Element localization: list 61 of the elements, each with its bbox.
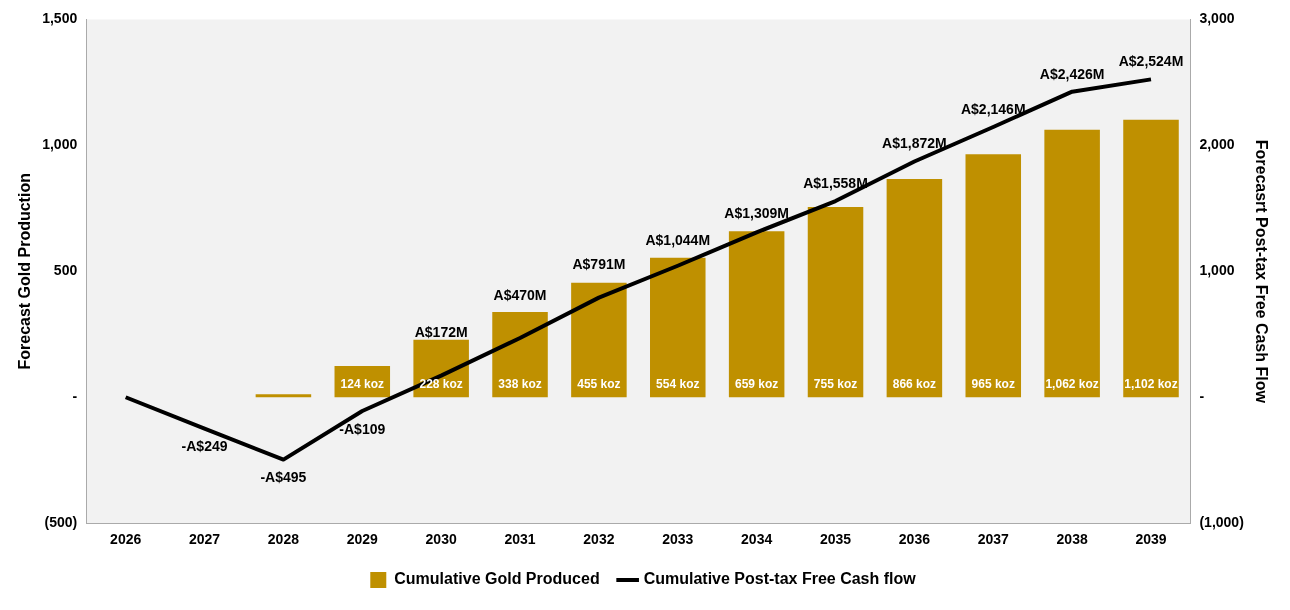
y-tick-label: -	[72, 388, 78, 405]
bar	[1044, 129, 1100, 398]
data-label: 755 koz	[813, 376, 858, 391]
data-label: 554 koz	[656, 376, 700, 391]
data-label: A$470M	[493, 286, 547, 303]
y2-tick-label: 3,000	[1199, 10, 1235, 27]
data-label: 866 koz	[892, 376, 937, 391]
legend-label: Cumulative Gold Produced	[394, 570, 600, 588]
data-label: 1,102 koz	[1124, 376, 1178, 391]
legend-label: Cumulative Post-tax Free Cash flow	[643, 570, 917, 588]
bar	[492, 312, 548, 398]
bar	[807, 207, 864, 398]
bar	[255, 394, 312, 398]
data-label: 124 koz	[340, 376, 384, 391]
y2-tick-label: (1,000)	[1199, 514, 1244, 531]
x-tick-label: 2035	[819, 531, 852, 548]
data-label: A$1,309M	[724, 205, 789, 222]
data-label: 455 koz	[577, 376, 621, 391]
x-tick-label: 2031	[504, 531, 536, 548]
bar	[571, 282, 627, 398]
y-tick-label: 1,500	[42, 10, 78, 27]
bar	[1123, 119, 1179, 398]
data-label: -A$109	[339, 420, 386, 437]
bar	[965, 154, 1022, 398]
y-tick-label: 1,000	[42, 136, 78, 153]
data-label: A$1,872M	[882, 135, 947, 152]
data-label: 338 koz	[498, 376, 542, 391]
data-label: A$1,044M	[645, 231, 711, 248]
x-tick-label: 2036	[898, 531, 931, 548]
x-tick-label: 2038	[1056, 531, 1088, 548]
data-label: -A$249	[181, 438, 228, 455]
bar	[886, 179, 943, 398]
y2-tick-label: -	[1199, 388, 1205, 405]
x-tick-label: 2033	[662, 531, 694, 548]
x-tick-label: 2028	[267, 531, 300, 548]
x-tick-label: 2034	[741, 531, 773, 548]
y2-axis-title: Forecasrt Post-tax Free Cash Flow	[1252, 139, 1270, 404]
bar	[728, 231, 785, 398]
data-label: A$2,524M	[1118, 53, 1184, 70]
x-tick-label: 2030	[425, 531, 457, 548]
data-label: 659 koz	[734, 376, 779, 391]
x-tick-label: 2027	[188, 531, 221, 548]
y2-tick-label: 1,000	[1199, 262, 1235, 279]
data-label: A$172M	[414, 324, 468, 341]
x-tick-label: 2029	[346, 531, 379, 548]
x-tick-label: 2039	[1135, 531, 1167, 548]
data-label: -A$495	[260, 469, 307, 486]
data-label: A$2,146M	[960, 100, 1026, 117]
x-tick-label: 2037	[977, 531, 1010, 548]
y-axis-title: Forecast Gold Production	[16, 173, 34, 370]
x-tick-label: 2026	[110, 531, 142, 548]
data-label: A$2,426M	[1039, 65, 1105, 82]
data-label: A$791M	[572, 256, 626, 273]
bar	[650, 257, 706, 398]
data-label: A$1,558M	[803, 174, 868, 191]
y-tick-label: (500)	[44, 514, 78, 531]
data-label: 965 koz	[971, 376, 1015, 391]
y2-tick-label: 2,000	[1199, 136, 1235, 153]
x-tick-label: 2032	[583, 531, 615, 548]
y-tick-label: 500	[53, 262, 78, 279]
data-label: 1,062 koz	[1045, 376, 1099, 391]
